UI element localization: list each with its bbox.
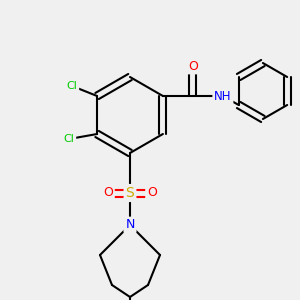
Text: Cl: Cl <box>67 81 77 91</box>
Text: S: S <box>126 186 134 200</box>
Text: N: N <box>125 218 135 232</box>
Text: O: O <box>103 187 113 200</box>
Text: Cl: Cl <box>64 134 74 144</box>
Text: O: O <box>147 187 157 200</box>
Text: NH: NH <box>214 89 232 103</box>
Text: O: O <box>188 59 198 73</box>
